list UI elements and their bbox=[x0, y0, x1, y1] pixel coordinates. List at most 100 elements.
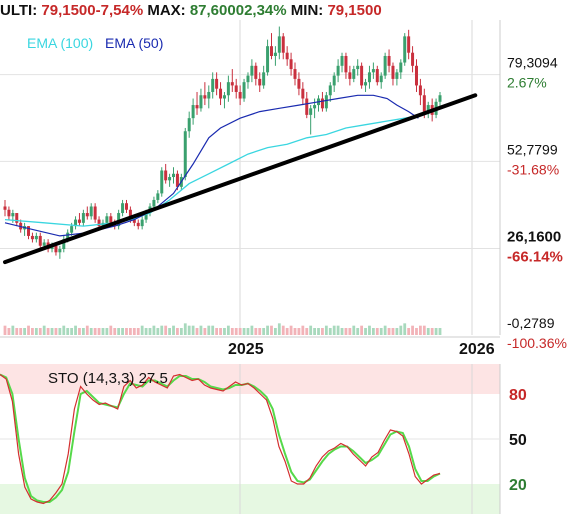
candle-body bbox=[254, 65, 258, 79]
candle-body bbox=[360, 65, 364, 86]
candle-body bbox=[175, 173, 179, 187]
candle-body bbox=[246, 75, 250, 83]
volume-bar bbox=[136, 328, 140, 335]
candle-body bbox=[211, 78, 215, 92]
candle-body bbox=[191, 105, 195, 119]
volume-bar bbox=[78, 328, 81, 335]
volume-bar bbox=[101, 328, 105, 335]
price-tick-3: -0,2789 bbox=[507, 315, 555, 331]
candle-body bbox=[38, 235, 42, 246]
volume-bar bbox=[313, 328, 316, 335]
candle-body bbox=[438, 95, 442, 102]
volume-bar bbox=[81, 328, 85, 335]
candle-body bbox=[309, 108, 313, 115]
volume-bar bbox=[383, 325, 387, 335]
volume-bar bbox=[132, 328, 136, 335]
volume-bar bbox=[62, 325, 66, 335]
volume-bar bbox=[238, 328, 242, 335]
volume-bar bbox=[430, 328, 434, 335]
candle-body bbox=[7, 209, 11, 217]
volume-bar bbox=[285, 328, 289, 335]
volume-bar bbox=[93, 328, 97, 335]
candle-body bbox=[81, 213, 85, 223]
candle-body bbox=[97, 219, 101, 227]
candle-body bbox=[70, 226, 74, 233]
volume-bar bbox=[340, 328, 344, 335]
volume-bar bbox=[74, 325, 77, 335]
candle-body bbox=[328, 85, 332, 96]
candle-body bbox=[371, 69, 375, 73]
candle-body bbox=[305, 98, 309, 115]
volume-bar bbox=[7, 328, 11, 335]
candle-body bbox=[54, 245, 58, 253]
candle-body bbox=[273, 52, 277, 56]
volume-bar bbox=[31, 328, 34, 335]
candle-body bbox=[195, 105, 199, 109]
candle-body bbox=[395, 72, 399, 79]
candle-body bbox=[403, 36, 407, 63]
volume-bar bbox=[379, 328, 383, 335]
candle-body bbox=[293, 69, 297, 79]
candle-body bbox=[144, 213, 148, 220]
volume-bar bbox=[411, 325, 414, 335]
candle-body bbox=[203, 95, 207, 99]
volume-bar bbox=[352, 325, 356, 335]
candle-body bbox=[164, 170, 168, 181]
candle-body bbox=[356, 65, 360, 70]
candle-body bbox=[387, 55, 391, 66]
candle-body bbox=[336, 65, 340, 76]
ema100-line bbox=[4, 114, 425, 227]
candle-body bbox=[238, 91, 242, 99]
candlestick-series bbox=[3, 26, 442, 259]
volume-bar bbox=[371, 328, 375, 335]
candle-body bbox=[399, 62, 403, 73]
time-label-2025: 2025 bbox=[228, 341, 264, 358]
candle-body bbox=[3, 206, 7, 210]
candle-body bbox=[140, 219, 144, 227]
volume-bar bbox=[262, 328, 266, 335]
volume-bar bbox=[156, 328, 160, 335]
volume-bar bbox=[117, 328, 121, 335]
min-value: 79,1500 bbox=[327, 2, 382, 19]
volume-bar bbox=[215, 328, 219, 335]
volume-bar bbox=[23, 328, 26, 335]
sto-d-line bbox=[0, 373, 441, 503]
volume-bar bbox=[191, 325, 195, 335]
sto-level-20: 20 bbox=[509, 477, 527, 494]
candle-body bbox=[168, 177, 172, 181]
candle-body bbox=[11, 213, 15, 217]
candle-body bbox=[109, 216, 113, 223]
candle-body bbox=[62, 239, 66, 250]
volume-bar bbox=[317, 328, 320, 335]
last-change: -7,54% bbox=[95, 2, 144, 19]
volume-bar bbox=[211, 325, 215, 335]
candle-body bbox=[160, 170, 164, 194]
volume-bar bbox=[332, 325, 336, 335]
candle-body bbox=[266, 46, 270, 73]
sto-label: STO (14,3,3) 27.5 bbox=[48, 370, 168, 387]
volume-bar bbox=[266, 325, 269, 335]
price-tick-pct-3: -100.36% bbox=[507, 335, 567, 351]
volume-bar bbox=[27, 325, 30, 335]
volume-bar bbox=[176, 328, 179, 335]
ema-lines bbox=[4, 94, 425, 237]
candle-body bbox=[426, 105, 430, 112]
candle-body bbox=[422, 95, 426, 112]
candle-body bbox=[77, 219, 81, 223]
volume-bar bbox=[11, 325, 15, 335]
volume-bar bbox=[183, 323, 187, 335]
volume-bar bbox=[38, 328, 42, 335]
volume-bar bbox=[348, 328, 352, 335]
volume-bar bbox=[66, 328, 70, 335]
ema50-line bbox=[4, 94, 419, 237]
candle-body bbox=[258, 78, 262, 86]
candle-body bbox=[285, 52, 289, 60]
price-tick-1: 52,7799 bbox=[507, 141, 558, 157]
volume-bar bbox=[70, 328, 74, 335]
candle-body bbox=[250, 65, 254, 76]
candle-body bbox=[313, 105, 317, 109]
volume-bar bbox=[277, 323, 281, 335]
max-change: 2,34% bbox=[244, 2, 287, 19]
volume-bar bbox=[105, 328, 109, 335]
candle-body bbox=[156, 193, 160, 200]
